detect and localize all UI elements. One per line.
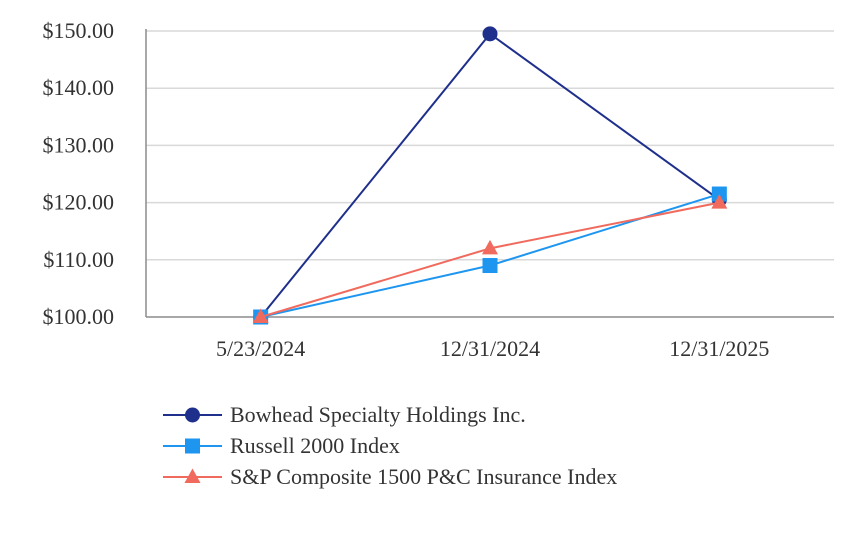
data-point — [252, 308, 269, 323]
legend-item: Bowhead Specialty Holdings Inc. — [163, 402, 526, 427]
legend: Bowhead Specialty Holdings Inc. Russell 2… — [163, 402, 617, 489]
y-tick-label: $120.00 — [43, 190, 115, 215]
y-tick-label: $100.00 — [43, 304, 115, 329]
series-1 — [253, 26, 727, 325]
data-point — [711, 194, 728, 209]
series-2 — [253, 186, 727, 325]
legend-label: S&P Composite 1500 P&C Insurance Index — [230, 464, 617, 489]
y-tick-labels: $100.00 $110.00 $120.00 $130.00 $140.00 $150.… — [43, 18, 115, 329]
series-line — [260, 193, 720, 318]
legend-item: S&P Composite 1500 P&C Insurance Index — [163, 464, 617, 489]
series-line — [259, 32, 720, 318]
legend-marker — [185, 407, 200, 423]
series-lines — [252, 26, 728, 325]
data-point — [482, 258, 498, 274]
legend-marker — [184, 468, 201, 483]
y-tick-label: $150.00 — [43, 18, 115, 43]
x-tick-labels: 5/23/2024 12/31/2024 12/31/2025 — [216, 336, 769, 361]
data-point — [482, 239, 498, 255]
legend-item: Russell 2000 Index — [163, 433, 400, 458]
data-point — [482, 26, 498, 42]
legend-label: Bowhead Specialty Holdings Inc. — [230, 402, 526, 427]
y-tick-label: $140.00 — [43, 75, 115, 100]
legend-label: Russell 2000 Index — [230, 433, 400, 458]
y-tick-label: $130.00 — [43, 132, 115, 157]
legend-marker — [185, 438, 200, 454]
x-tick-label: 5/23/2024 — [216, 336, 305, 361]
x-tick-label: 12/31/2025 — [669, 336, 769, 361]
series-3 — [252, 194, 728, 323]
data-point — [711, 186, 727, 202]
x-tick-label: 12/31/2024 — [440, 336, 540, 361]
axes — [145, 29, 834, 318]
y-tick-label: $110.00 — [43, 247, 114, 272]
gridlines — [146, 30, 834, 261]
